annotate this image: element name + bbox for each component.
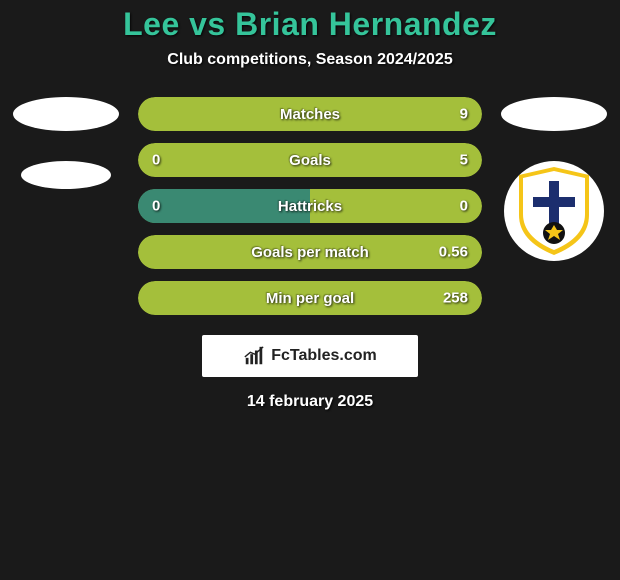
brand-text: FcTables.com [271,347,377,365]
stat-left-value: 0 [152,198,160,215]
player-left-avatar-placeholder [13,97,119,131]
chart-icon [243,345,265,367]
brand-attribution[interactable]: FcTables.com [202,335,418,377]
stat-label: Min per goal [266,290,354,307]
stat-bar: Matches 9 [138,97,482,131]
season-subtitle: Club competitions, Season 2024/2025 [0,51,620,69]
stats-list: Matches 9 Goals 0 5 Hattricks 0 0 Goals per matc… [138,97,482,315]
comparison-card: Lee vs Brian Hernandez Club competitions… [0,0,620,411]
club-left-logo-placeholder [21,161,111,189]
player-left-column [10,97,122,189]
player-right-avatar-placeholder [501,97,607,131]
snapshot-date: 14 february 2025 [0,393,620,411]
stat-label: Hattricks [278,198,342,215]
stat-bar: Hattricks 0 0 [138,189,482,223]
page-title: Lee vs Brian Hernandez [0,6,620,43]
stat-label: Goals [289,152,331,169]
stat-bar: Goals 0 5 [138,143,482,177]
stat-right-value: 9 [460,106,468,123]
stat-right-value: 0.56 [439,244,468,261]
shield-icon [519,167,589,255]
player-right-column [498,97,610,261]
stat-left-value: 0 [152,152,160,169]
stat-label: Matches [280,106,340,123]
stat-right-value: 5 [460,152,468,169]
stat-label: Goals per match [251,244,369,261]
stat-right-value: 0 [460,198,468,215]
main-row: Matches 9 Goals 0 5 Hattricks 0 0 Goals per matc… [0,97,620,315]
club-right-badge [504,161,604,261]
stat-bar: Min per goal 258 [138,281,482,315]
stat-right-value: 258 [443,290,468,307]
stat-bar: Goals per match 0.56 [138,235,482,269]
